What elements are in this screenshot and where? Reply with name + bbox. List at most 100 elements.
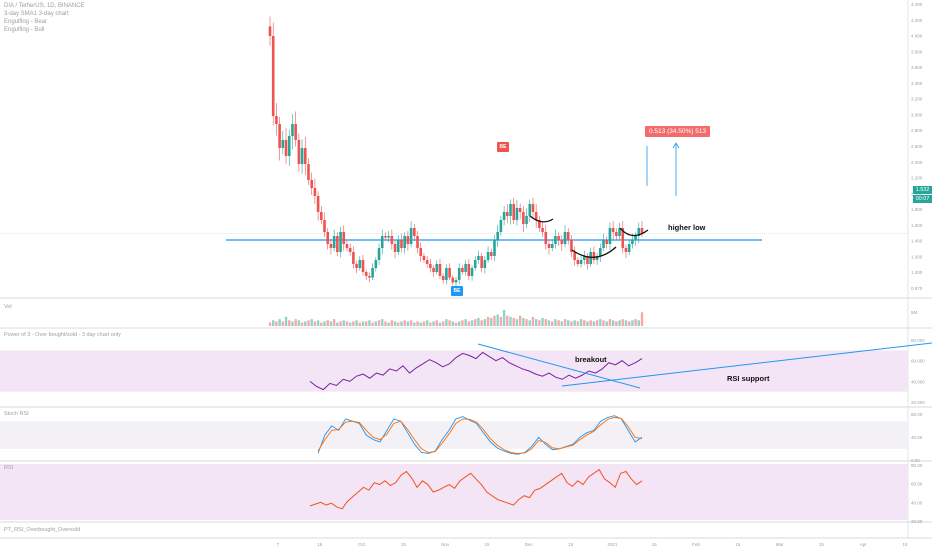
stoch-pane-title[interactable]: Stoch RSI (4, 411, 29, 417)
price-tick-label: 3.600 (911, 65, 923, 70)
price-tick-label: 2.200 (911, 176, 923, 181)
volume-bar (294, 319, 297, 326)
volume-bar (432, 321, 435, 326)
stoch-k-line (317, 415, 643, 455)
head-arc (571, 246, 617, 258)
volume-bar (627, 321, 631, 326)
volume-bar (374, 321, 378, 326)
candle-body (602, 240, 605, 248)
volume-bar (554, 319, 557, 326)
bull-engulfing-marker[interactable]: BE (451, 286, 463, 296)
volume-bar (352, 321, 355, 326)
volume-bar (547, 320, 551, 326)
volume-bar (615, 321, 618, 326)
candle-body (326, 232, 330, 244)
volume-bar (448, 320, 451, 326)
volume-bar (339, 321, 342, 326)
volume-bar (589, 320, 592, 326)
bottom-pane-title[interactable]: PT_RSI_Overbought_Oversold (4, 527, 81, 533)
volume-bar (451, 321, 454, 326)
volume-bar (307, 320, 310, 326)
candle-body (281, 140, 285, 148)
right-shoulder-arc (619, 227, 649, 237)
candle-body (336, 236, 339, 252)
candle-body (393, 244, 397, 252)
candle-body (499, 220, 503, 232)
symbol-title[interactable]: DIA / TetherUS, 1D, BINANCE (4, 3, 85, 9)
volume-bar (342, 320, 345, 326)
price-tick-label: 2.400 (911, 160, 923, 165)
candle-body (566, 232, 570, 240)
candle-body (380, 236, 384, 248)
volume-pane-title[interactable]: Vol (4, 304, 12, 310)
volume-bar (384, 321, 387, 326)
price-tick-label: 1.800 (911, 207, 923, 212)
volume-bar (390, 320, 394, 326)
rsi2-tick-label: 60.00 (911, 482, 923, 487)
candle-body (547, 244, 551, 248)
candle-body (608, 228, 612, 244)
candle-body (560, 240, 564, 244)
candle-body (348, 248, 352, 252)
indicator-line-2[interactable]: Engulfing - Bear (4, 19, 48, 25)
price-tick-label: 2.600 (911, 144, 923, 149)
higher-low-annotation[interactable]: higher low (668, 223, 706, 232)
candle-body (457, 268, 461, 280)
bear-engulfing-marker[interactable]: BE (497, 142, 509, 152)
volume-bar (618, 320, 621, 326)
price-tick-label: 2.800 (911, 128, 923, 133)
candle-body (544, 232, 548, 244)
volume-bar (490, 318, 493, 326)
candle-body (438, 264, 442, 276)
candle-body (595, 256, 599, 260)
candle-body (268, 26, 272, 36)
rsi-support-annotation[interactable]: RSI support (727, 374, 770, 383)
candle-body (624, 248, 628, 252)
rsi2-band (0, 464, 908, 520)
volume-bar (576, 321, 580, 326)
breakout-annotation[interactable]: breakout (575, 355, 607, 364)
rsi-pane-title[interactable]: Power of 3 - Over bought/sold - 3 day ch… (4, 332, 121, 338)
candle-body (563, 232, 567, 244)
candle-body (576, 260, 580, 264)
candle-body (371, 268, 374, 278)
rsi-line (309, 351, 643, 391)
indicator-line-3[interactable]: Engulfing - Bull (4, 27, 45, 33)
candle-body (621, 228, 625, 248)
price-tick-label: 0.870 (911, 286, 923, 291)
price-tick-label: 4.400 (911, 2, 923, 7)
volume-bar (300, 322, 304, 326)
volume-bar (458, 321, 461, 326)
volume-bar (595, 320, 599, 326)
candle-body (631, 240, 634, 244)
candle-body (368, 276, 371, 278)
candle-body (586, 256, 589, 264)
candle-body (461, 268, 464, 272)
last-price-tag: 1.532 (913, 186, 932, 194)
volume-bar (599, 319, 602, 326)
candle-body (364, 272, 368, 276)
time-tick-label: Mar (776, 542, 784, 547)
candle-body (413, 228, 416, 236)
candle-body (473, 260, 477, 268)
price-tick-label: 3.400 (911, 81, 923, 86)
volume-bar (291, 321, 294, 326)
stoch-tick-label: 80.00 (911, 412, 923, 417)
time-tick-label: 2021 (607, 542, 618, 547)
candle-body (582, 256, 586, 260)
indicator-line-1[interactable]: 3-day SMA1 3-day chart (4, 11, 69, 17)
candle-body (432, 268, 435, 272)
candle-body (352, 252, 355, 264)
candle-body (477, 256, 480, 260)
time-tick-label: 15 (652, 542, 658, 547)
volume-bar (567, 320, 570, 326)
volume-bar (522, 318, 525, 326)
candle-body (509, 204, 512, 216)
candle-body (313, 188, 317, 196)
price-range-label[interactable]: 0.513 (34.50%) 513 (645, 126, 711, 137)
volume-bar (422, 321, 426, 326)
rsi2-pane-title[interactable]: RSI (4, 465, 14, 471)
volume-bar (557, 320, 560, 326)
